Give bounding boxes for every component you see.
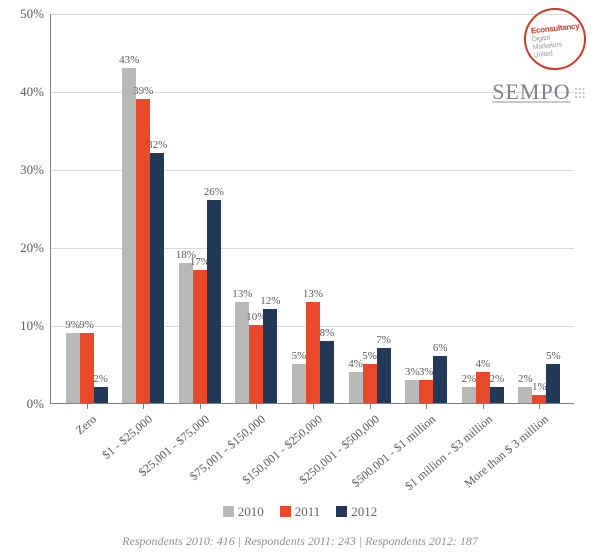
bar-value-label: 32% [147, 139, 167, 151]
bar [292, 364, 306, 403]
bar-group: 18%17%26% [179, 14, 221, 403]
bar-value-label: 5% [292, 350, 307, 362]
legend-swatch-icon [336, 506, 347, 517]
bar-value-label: 4% [475, 358, 490, 370]
bar [249, 325, 263, 403]
legend-item: 2011 [280, 504, 321, 520]
bar [193, 270, 207, 403]
y-tick-label: 30% [0, 162, 44, 178]
x-tick-label: Zero [72, 412, 99, 438]
bar-value-label: 3% [405, 366, 420, 378]
bar-value-label: 7% [376, 334, 391, 346]
bar-value-label: 2% [461, 373, 476, 385]
x-tick [143, 404, 144, 409]
bar [490, 387, 504, 403]
bar [419, 380, 433, 403]
legend-item: 2010 [223, 504, 264, 520]
bar-group: 13%10%12% [235, 14, 277, 403]
bar-value-label: 1% [532, 381, 547, 393]
bar-value-label: 13% [232, 288, 252, 300]
bar [363, 364, 377, 403]
y-tick-label: 40% [0, 84, 44, 100]
legend-swatch-icon [223, 506, 234, 517]
sempo-dots-icon: ••••••••• [575, 88, 586, 100]
bar-group: 43% 39% 32% [122, 14, 164, 403]
bar-value-label: 9% [79, 319, 94, 331]
plot-area: 9%9% 2% 43% 39% 32% 18%17%26% 13%10%12% 5% 13% 8%… [50, 14, 574, 404]
bar [207, 200, 221, 403]
y-tick-label: 0% [0, 396, 44, 412]
chart-stage: Econsultancy Digital Marketers United SE… [0, 0, 600, 555]
footnote-text: Respondents 2010: 416 | Respondents 2011… [122, 534, 478, 548]
bar [546, 364, 560, 403]
bar-group: 2%1% 5% [518, 14, 560, 403]
legend-label: 2011 [295, 504, 321, 519]
bar [179, 263, 193, 403]
bars-layer: 9%9% 2% 43% 39% 32% 18%17%26% 13%10%12% 5% 13% 8%… [51, 14, 574, 403]
bar-value-label: 2% [518, 373, 533, 385]
bar-value-label: 43% [119, 54, 139, 66]
bar-value-label: 3% [419, 366, 434, 378]
bar-value-label: 12% [260, 295, 280, 307]
bar-value-label: 4% [348, 358, 363, 370]
x-tick [313, 404, 314, 409]
bar [462, 387, 476, 403]
x-tick [426, 404, 427, 409]
bar [377, 348, 391, 403]
x-tick [370, 404, 371, 409]
y-tick-label: 20% [0, 240, 44, 256]
bar-value-label: 2% [93, 373, 108, 385]
x-tick [87, 404, 88, 409]
x-tick [256, 404, 257, 409]
bar-value-label: 39% [133, 85, 153, 97]
bar-group: 4%5% 7% [349, 14, 391, 403]
bar [80, 333, 94, 403]
legend-label: 2012 [351, 504, 377, 519]
bar-value-label: 5% [546, 350, 561, 362]
x-tick [200, 404, 201, 409]
bar [518, 387, 532, 403]
bar [320, 341, 334, 403]
bar [405, 380, 419, 403]
legend-label: 2010 [238, 504, 264, 519]
bar-value-label: 13% [303, 288, 323, 300]
bar [349, 372, 363, 403]
bar [263, 309, 277, 403]
x-tick-label: $1 - $25,000 [99, 412, 155, 463]
bar-value-label: 2% [489, 373, 504, 385]
bar-group: 2% 4% 2% [462, 14, 504, 403]
bar-value-label: 5% [362, 350, 377, 362]
y-tick-label: 10% [0, 318, 44, 334]
x-tick [483, 404, 484, 409]
bar-group: 3%3% 6% [405, 14, 447, 403]
bar [94, 387, 108, 403]
bar-value-label: 9% [65, 319, 80, 331]
bar [306, 302, 320, 403]
bar [122, 68, 136, 403]
bar-value-label: 26% [204, 186, 224, 198]
bar [150, 153, 164, 403]
bar [433, 356, 447, 403]
bar-value-label: 8% [320, 327, 335, 339]
bar-group: 9%9% 2% [66, 14, 108, 403]
bar-group: 5% 13% 8% [292, 14, 334, 403]
x-tick [539, 404, 540, 409]
legend-swatch-icon [280, 506, 291, 517]
bar [532, 395, 546, 403]
footnote: Respondents 2010: 416 | Respondents 2011… [0, 534, 600, 549]
bar [476, 372, 490, 403]
y-tick-label: 50% [0, 6, 44, 22]
bar-value-label: 6% [433, 342, 448, 354]
legend-item: 2012 [336, 504, 377, 520]
legend: 2010 2011 2012 [0, 504, 600, 520]
bar [66, 333, 80, 403]
